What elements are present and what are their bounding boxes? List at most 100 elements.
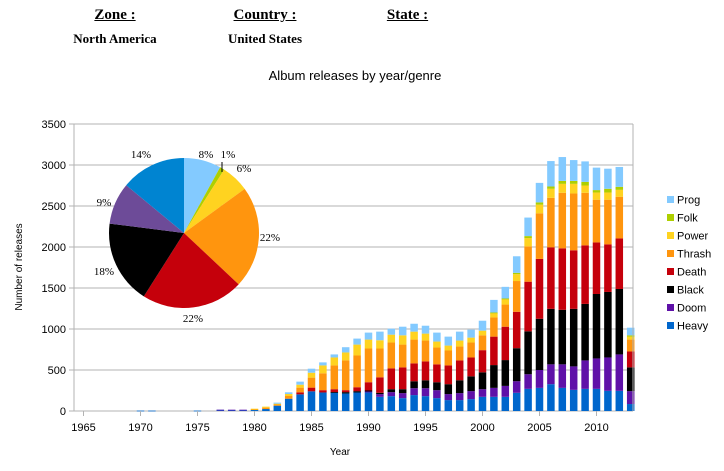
- pie-label-thrash: 22%: [260, 232, 280, 244]
- bar-folk-2013: [626, 335, 635, 337]
- bar-power-2003: [512, 274, 521, 282]
- bar-black-1990: [364, 390, 373, 392]
- x-tick-label: 1990: [356, 422, 380, 434]
- bar-thrash-2002: [501, 304, 510, 327]
- bar-prog-2012: [615, 166, 624, 187]
- bar-black-2004: [524, 331, 532, 375]
- bar-prog-1993: [398, 326, 407, 336]
- bar-folk-2010: [592, 190, 601, 193]
- bar-power-1985: [307, 372, 316, 378]
- bar-doom-1994: [410, 388, 418, 396]
- bar-thrash-1980: [250, 409, 259, 411]
- zone-label: Zone :: [94, 7, 136, 23]
- bar-doom-1991: [376, 394, 384, 397]
- x-tick-label: 1975: [185, 422, 209, 434]
- pie-label-black: 18%: [94, 266, 114, 278]
- bar-doom-2005: [535, 370, 544, 388]
- bar-doom-2002: [501, 385, 510, 397]
- bar-death-1988: [341, 390, 350, 393]
- bar-heavy-1989: [353, 392, 361, 411]
- bar-doom-2009: [581, 360, 589, 389]
- legend-label-thrash: Thrash: [677, 249, 711, 261]
- bar-black-1993: [398, 389, 407, 394]
- bar-heavy-1979: [239, 410, 247, 411]
- bar-power-1987: [330, 357, 339, 366]
- bar-prog-1996: [433, 332, 441, 342]
- bar-heavy-1985: [307, 391, 316, 411]
- bar-black-1997: [444, 384, 453, 395]
- stacked-bars: [136, 157, 635, 412]
- bar-power-2010: [592, 192, 601, 200]
- zone-value: North America: [73, 31, 157, 46]
- x-tick-label: 2000: [470, 422, 494, 434]
- bar-prog-1999: [467, 329, 475, 338]
- bar-power-2009: [581, 185, 589, 193]
- bar-doom-2001: [490, 387, 498, 397]
- bar-heavy-1978: [227, 410, 236, 411]
- bar-thrash-1990: [364, 348, 373, 383]
- bar-doom-1992: [387, 392, 396, 397]
- bar-heavy-2006: [547, 384, 555, 411]
- pie-slice-power: [184, 169, 245, 233]
- legend-label-doom: Doom: [677, 303, 706, 315]
- country-label: Country :: [233, 7, 297, 23]
- bar-black-2012: [615, 288, 624, 355]
- axes: 0 500 1000 1500 2000 2500 3000 3500 1965 1970 1975…: [42, 119, 634, 434]
- bar-death-2013: [626, 351, 635, 368]
- bar-death-2005: [535, 258, 544, 319]
- bar-heavy-1980: [250, 410, 259, 411]
- bar-doom-2003: [512, 381, 521, 393]
- bar-thrash-1993: [398, 344, 407, 368]
- bar-prog-1983: [284, 392, 293, 395]
- bar-power-2006: [547, 188, 555, 198]
- bar-black-2006: [547, 308, 555, 365]
- pie-label-folk: 1%: [221, 149, 236, 161]
- bar-thrash-1982: [273, 404, 282, 406]
- bar-thrash-1994: [410, 339, 418, 364]
- bar-black-1987: [330, 392, 339, 393]
- bar-heavy-2002: [501, 396, 510, 411]
- bar-doom-2006: [547, 364, 555, 385]
- bar-doom-2013: [626, 391, 635, 405]
- pie-slice-death: [143, 233, 239, 308]
- bar-death-1985: [307, 387, 316, 392]
- bar-death-2012: [615, 238, 624, 289]
- bar-thrash-1985: [307, 377, 316, 388]
- legend-swatch-doom: [667, 304, 674, 311]
- chart-title: Album releases by year/genre: [269, 68, 442, 83]
- y-tick-label: 0: [60, 406, 66, 418]
- bar-black-1998: [455, 380, 464, 394]
- bar-black-1992: [387, 389, 396, 393]
- bar-heavy-2000: [478, 396, 487, 411]
- bar-prog-2004: [524, 217, 532, 237]
- bar-power-1980: [250, 408, 259, 410]
- bar-death-1990: [364, 382, 373, 391]
- bar-heavy-2008: [569, 389, 578, 411]
- bar-doom-2004: [524, 374, 532, 389]
- bar-black-1991: [376, 392, 384, 395]
- legend-swatch-black: [667, 286, 674, 293]
- bar-thrash-2005: [535, 213, 544, 259]
- bar-thrash-2012: [615, 196, 624, 239]
- bar-prog-2000: [478, 320, 487, 331]
- bar-power-1996: [433, 341, 441, 348]
- bar-power-1981: [262, 406, 270, 408]
- bar-folk-2006: [547, 186, 555, 189]
- bar-death-2007: [558, 248, 567, 310]
- bar-power-1999: [467, 337, 475, 343]
- bar-doom-1993: [398, 393, 407, 399]
- x-tick-label: 2005: [527, 422, 551, 434]
- bar-black-2002: [501, 360, 510, 386]
- bar-heavy-2005: [535, 387, 544, 411]
- bar-power-1988: [341, 352, 350, 361]
- bar-heavy-1990: [364, 392, 373, 411]
- bar-thrash-1995: [421, 340, 430, 362]
- bar-prog-2007: [558, 157, 567, 181]
- bar-thrash-2013: [626, 339, 635, 352]
- bar-death-2011: [604, 244, 612, 292]
- bar-death-1986: [319, 390, 327, 393]
- bar-heavy-1975: [193, 410, 202, 412]
- bar-doom-1999: [467, 391, 475, 400]
- bar-heavy-2010: [592, 388, 601, 411]
- bar-death-1992: [387, 368, 396, 390]
